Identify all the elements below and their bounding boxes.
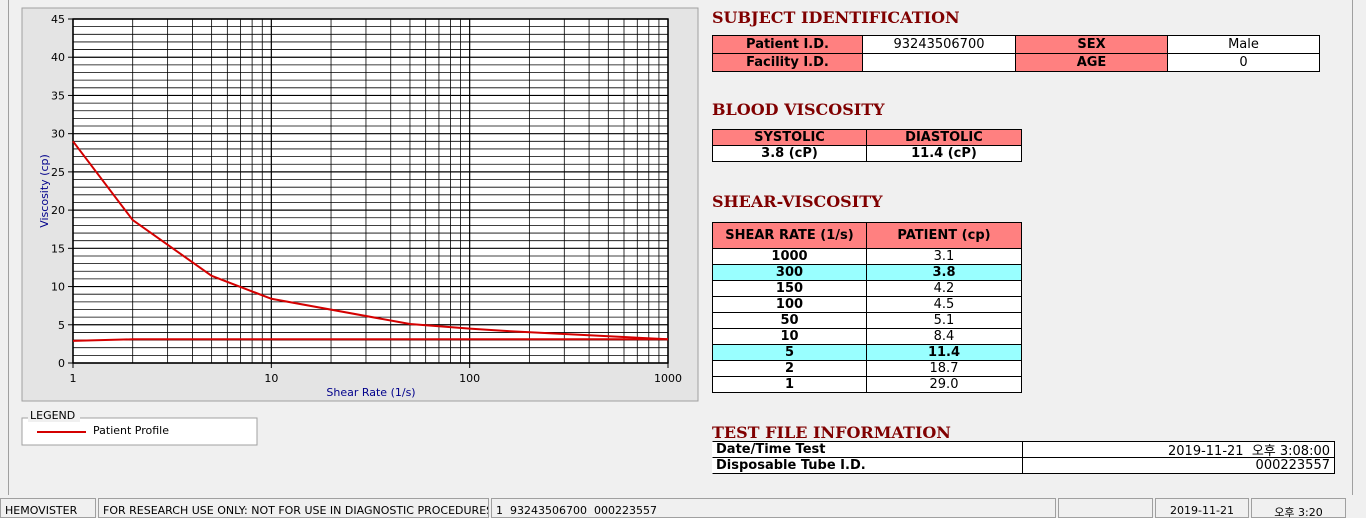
value-cell: Male — [1167, 35, 1320, 54]
label-cell: Disposable Tube I.D. — [712, 457, 1023, 474]
label-cell: Facility I.D. — [712, 53, 863, 72]
value-cell — [862, 53, 1016, 72]
section-title: BLOOD VISCOSITY — [712, 100, 885, 119]
status-cell: 2019-11-21 — [1155, 498, 1249, 518]
table-cell: 3.8 — [866, 264, 1022, 281]
value-cell: 0 — [1167, 53, 1320, 72]
value-cell: 2019-11-21 오후 3:08:00 — [1022, 441, 1335, 458]
right-border — [1352, 0, 1353, 495]
x-tick-label: 1000 — [654, 372, 682, 385]
header-cell: SYSTOLIC — [712, 129, 867, 146]
y-tick-label: 45 — [51, 13, 65, 26]
table-cell: 300 — [712, 264, 867, 281]
plot-area — [73, 19, 668, 363]
value-cell: 11.4 (cP) — [866, 145, 1022, 162]
label-cell: Patient I.D. — [712, 35, 863, 54]
section-title: TEST FILE INFORMATION — [712, 423, 951, 442]
table-cell: 4.5 — [866, 296, 1022, 313]
y-tick-label: 10 — [51, 281, 65, 294]
y-tick-label: 25 — [51, 166, 65, 179]
value-cell: 93243506700 — [862, 35, 1016, 54]
table-cell: 3.1 — [866, 248, 1022, 265]
data-line — [72, 338, 668, 342]
table-cell: 1 — [712, 376, 867, 393]
legend-title-bg — [28, 408, 80, 422]
plot-frame — [72, 18, 669, 364]
table-cell: 18.7 — [866, 360, 1022, 377]
y-tick-label: 40 — [51, 51, 65, 64]
status-cell: FOR RESEARCH USE ONLY: NOT FOR USE IN DI… — [98, 498, 489, 518]
section-title: SUBJECT IDENTIFICATION — [712, 8, 960, 27]
legend-title: LEGEND — [30, 409, 75, 422]
legend-entry: Patient Profile — [93, 424, 169, 437]
value-cell: 3.8 (cP) — [712, 145, 867, 162]
y-tick-label: 30 — [51, 128, 65, 141]
y-tick-label: 20 — [51, 204, 65, 217]
x-tick-label: 10 — [264, 372, 278, 385]
x-tick-label: 1 — [70, 372, 77, 385]
status-cell: 1 93243506700 000223557 — [491, 498, 1056, 518]
label-cell: Date/Time Test — [712, 441, 1023, 458]
section-title: SHEAR-VISCOSITY — [712, 192, 883, 211]
table-cell: 29.0 — [866, 376, 1022, 393]
table-cell: 2 — [712, 360, 867, 377]
table-cell: 8.4 — [866, 328, 1022, 345]
table-cell: 10 — [712, 328, 867, 345]
table-cell: 4.2 — [866, 280, 1022, 297]
status-cell — [1058, 498, 1153, 518]
table-cell: 50 — [712, 312, 867, 329]
label-cell: SEX — [1015, 35, 1168, 54]
status-cell: 오후 3:20 — [1251, 498, 1346, 518]
table-cell: 5 — [712, 344, 867, 361]
left-border — [8, 0, 9, 495]
y-tick-label: 35 — [51, 89, 65, 102]
table-cell: 150 — [712, 280, 867, 297]
chart: Shear Rate (1/s) Viscosity (cp) LEGEND P… — [21, 7, 699, 446]
x-tick-label: 100 — [459, 372, 480, 385]
status-cell: HEMOVISTER — [0, 498, 96, 518]
data-line — [72, 140, 669, 341]
y-tick-label: 15 — [51, 242, 65, 255]
header-cell: DIASTOLIC — [866, 129, 1022, 146]
table-cell: 100 — [712, 296, 867, 313]
label-cell: AGE — [1015, 53, 1168, 72]
y-tick-label: 5 — [58, 319, 65, 332]
value-cell: 000223557 — [1022, 457, 1335, 474]
table-cell: 1000 — [712, 248, 867, 265]
y-tick-label: 0 — [58, 357, 65, 370]
y-axis-label: Viscosity (cp) — [38, 154, 51, 228]
header-cell: SHEAR RATE (1/s) — [712, 222, 867, 249]
x-axis-label: Shear Rate (1/s) — [326, 386, 415, 399]
table-cell: 5.1 — [866, 312, 1022, 329]
table-cell: 11.4 — [866, 344, 1022, 361]
header-cell: PATIENT (cp) — [866, 222, 1022, 249]
